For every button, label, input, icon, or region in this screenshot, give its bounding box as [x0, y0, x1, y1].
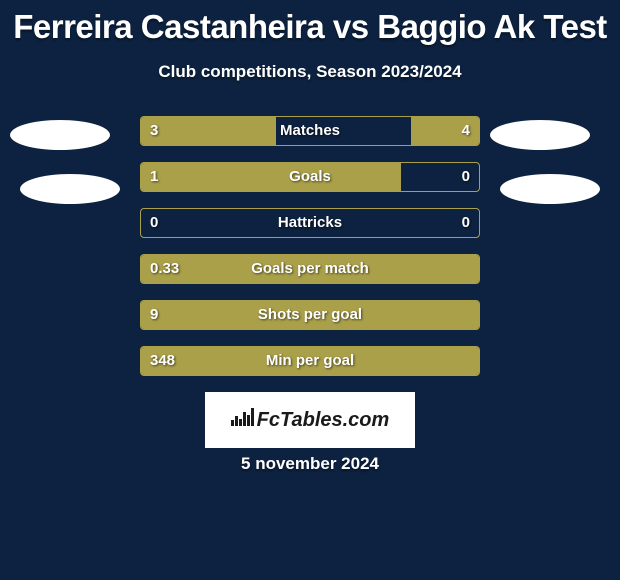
- bars-icon: [231, 408, 253, 426]
- metric-label: Min per goal: [140, 346, 480, 376]
- value-right: 0: [462, 162, 470, 192]
- date-label: 5 november 2024: [0, 454, 620, 474]
- metric-label: Goals per match: [140, 254, 480, 284]
- stat-rows: 3Matches41Goals00Hattricks00.33Goals per…: [0, 116, 620, 392]
- brand-text: FcTables.com: [257, 409, 390, 432]
- page-subtitle: Club competitions, Season 2023/2024: [0, 62, 620, 82]
- metric-label: Goals: [140, 162, 480, 192]
- value-right: 0: [462, 208, 470, 238]
- page-title: Ferreira Castanheira vs Baggio Ak Test: [0, 0, 620, 46]
- metric-label: Shots per goal: [140, 300, 480, 330]
- brand-logo: FcTables.com: [231, 408, 390, 432]
- stat-row: 0Hattricks0: [0, 208, 620, 238]
- stat-row: 9Shots per goal: [0, 300, 620, 330]
- metric-label: Hattricks: [140, 208, 480, 238]
- stat-row: 348Min per goal: [0, 346, 620, 376]
- stat-row: 1Goals0: [0, 162, 620, 192]
- stat-row: 3Matches4: [0, 116, 620, 146]
- value-right: 4: [462, 116, 470, 146]
- stat-row: 0.33Goals per match: [0, 254, 620, 284]
- brand-box: FcTables.com: [205, 392, 415, 448]
- metric-label: Matches: [140, 116, 480, 146]
